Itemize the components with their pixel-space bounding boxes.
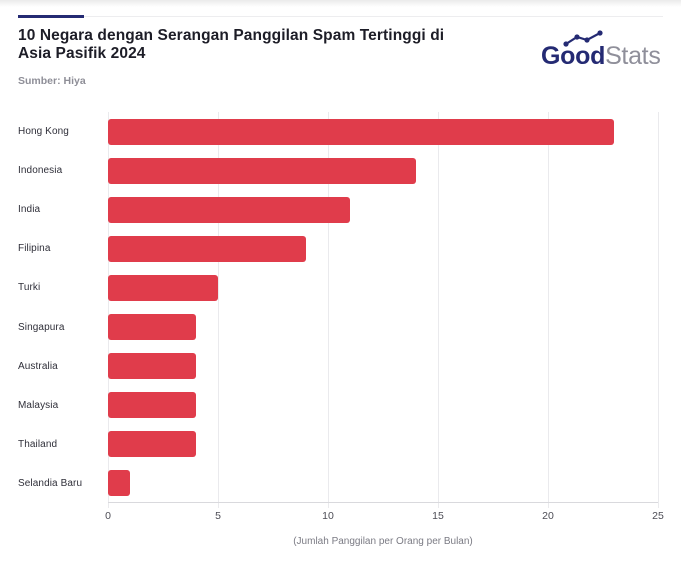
gridline: [658, 112, 659, 508]
bar: [108, 392, 196, 419]
bar-row: [108, 425, 658, 464]
header-divider: [18, 16, 663, 17]
gridline: [218, 112, 219, 508]
logo-text-good: Good: [541, 42, 606, 70]
gridline: [108, 112, 109, 508]
bar-row: [108, 151, 658, 190]
x-tick-label: 10: [322, 510, 334, 522]
category-label: Thailand: [18, 438, 58, 450]
category-label: Hong Kong: [18, 126, 69, 138]
x-axis-caption: (Jumlah Panggilan per Orang per Bulan): [293, 536, 473, 547]
x-tick-label: 15: [432, 510, 444, 522]
x-tick-label: 5: [215, 510, 221, 522]
x-tick-label: 25: [652, 510, 664, 522]
bar: [108, 470, 130, 497]
category-label: India: [18, 204, 41, 216]
bar: [108, 235, 306, 262]
gridline: [548, 112, 549, 508]
bar-row: [108, 268, 658, 307]
bar-row: [108, 347, 658, 386]
bar-rows: [108, 112, 658, 503]
bar-row: [108, 464, 658, 503]
category-label: Singapura: [18, 321, 65, 333]
bar: [108, 314, 196, 341]
bar: [108, 274, 218, 301]
bar: [108, 353, 196, 380]
bar-row: [108, 190, 658, 229]
bar-row: [108, 386, 658, 425]
logo-text-stats: Stats: [605, 42, 661, 70]
bar: [108, 196, 350, 223]
x-axis-line: [108, 502, 658, 503]
x-axis-ticks: 0 5 10 15 20 25: [105, 510, 664, 524]
category-label: Malaysia: [18, 399, 59, 411]
category-label: Turki: [18, 282, 41, 294]
category-label: Filipina: [18, 243, 51, 255]
bar-row: [108, 112, 658, 151]
chart-title: 10 Negara dengan Serangan Panggilan Spam…: [18, 27, 488, 63]
bar-row: [108, 229, 658, 268]
bar: [108, 157, 416, 184]
gridline: [438, 112, 439, 508]
bar-row: [108, 307, 658, 346]
chart-title-line1: 10 Negara dengan Serangan Panggilan Spam…: [18, 27, 445, 44]
top-shadow-band: [0, 0, 681, 7]
category-label: Selandia Baru: [18, 477, 83, 489]
source-label: Sumber: Hiya: [18, 75, 86, 87]
chart-title-line2: Asia Pasifik 2024: [18, 45, 146, 62]
gridline: [328, 112, 329, 508]
x-tick-label: 0: [105, 510, 111, 522]
category-label: Australia: [18, 360, 58, 372]
header-accent-bar: [18, 15, 84, 18]
plot-area: [108, 112, 659, 508]
bar: [108, 431, 196, 458]
bar: [108, 118, 614, 145]
goodstats-logo: GoodStats: [541, 30, 661, 76]
x-tick-label: 20: [542, 510, 554, 522]
y-axis-labels: Hong Kong Indonesia India Filipina Turki Sing…: [18, 112, 104, 503]
line-chart-doodle-icon: [563, 30, 603, 47]
category-label: Indonesia: [18, 165, 63, 177]
